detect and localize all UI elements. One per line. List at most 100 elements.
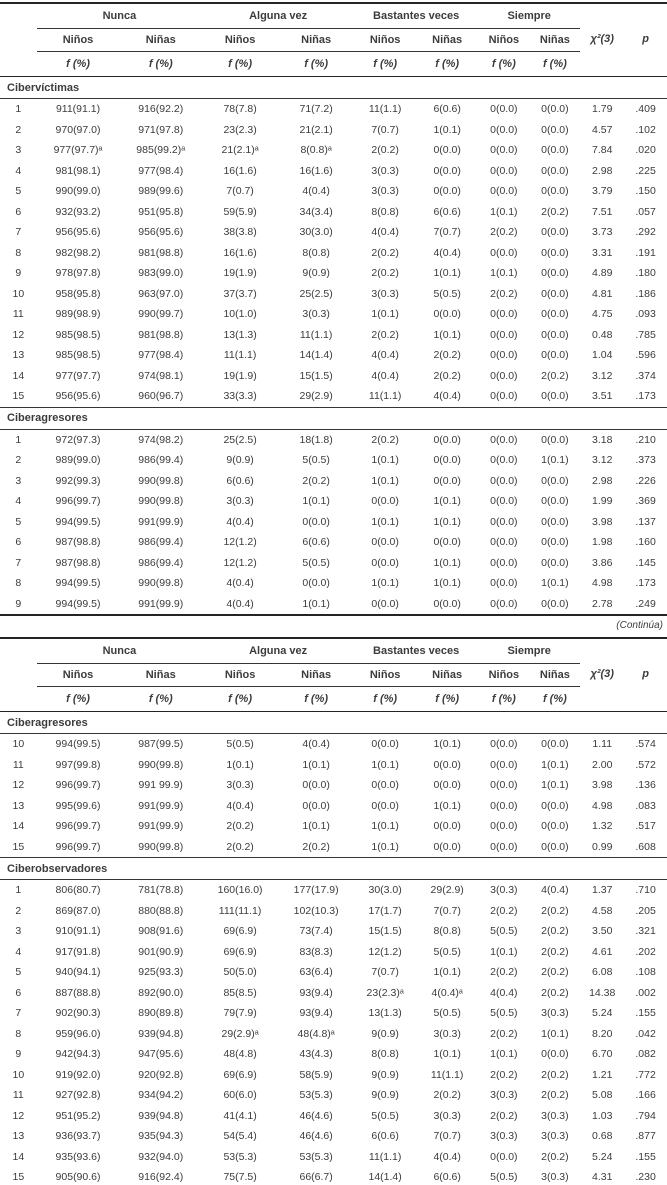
frequency-cell: 1(0.1) — [226, 758, 254, 771]
frequency-cell: 0(0.0) — [433, 185, 461, 197]
frequency-cell: 4(0.4) — [371, 369, 399, 382]
frequency-cell: 991 99.9) — [138, 779, 183, 791]
frequency-cell: 974(98.2) — [138, 433, 184, 446]
frequency-cell: 987(98.8) — [55, 556, 101, 569]
group-header-siempre: Siempre — [478, 3, 581, 29]
frequency-cell: 0(0.0) — [541, 349, 569, 361]
frequency-cell: 0(0.0) — [541, 390, 569, 402]
frequency-cell: 69(6.9) — [223, 925, 257, 937]
frequency-cell: 3(0.3) — [490, 884, 518, 896]
frequency-cell: 21(2.1) — [299, 123, 333, 136]
frequency-cell: 927(92.8) — [55, 1089, 101, 1101]
item-number-cell: 12 — [12, 328, 25, 341]
p-value-cell: .083 — [635, 799, 656, 812]
frequency-cell: 5(0.5) — [302, 454, 330, 466]
frequency-cell: 990(99.8) — [138, 495, 184, 507]
frequency-cell: 932(94.0) — [138, 1150, 184, 1163]
table-row: 2 989(99.0) 986(99.4) 9(0.9) 5(0.5) 1(0.1) 0(0… — [0, 450, 667, 471]
frequency-cell: 978(97.8) — [55, 267, 101, 279]
table-row: 8 959(96.0) 939(94.8) 29(2.9)ᵃ 48(4.8)ᵃ 9(0.9… — [0, 1024, 667, 1045]
frequency-cell: 3(0.3) — [371, 185, 399, 197]
table-row: 10 958(95.8) 963(97.0) 37(3.7) 25(2.5) 3(0.3)… — [0, 284, 667, 305]
p-value-cell: .321 — [635, 925, 656, 937]
frequency-cell: 919(92.0) — [55, 1068, 101, 1081]
table-row: 4 996(99.7) 990(99.8) 3(0.3) 1(0.1) 0(0.0) 1(0… — [0, 491, 667, 512]
frequency-cell: 985(99.2)ᵃ — [136, 144, 186, 156]
frequency-cell: 9(0.9) — [302, 267, 330, 279]
subheader-ninas: Niñas — [278, 663, 355, 687]
frequency-cell: 48(4.8)ᵃ — [297, 1027, 335, 1040]
chi-square-cell: 4.98 — [591, 577, 613, 589]
item-number-cell: 11 — [12, 308, 24, 320]
frequency-cell: 994(99.5) — [55, 577, 101, 589]
frequency-cell: 6(0.6) — [302, 536, 330, 548]
frequency-cell: 0(0.0) — [371, 495, 399, 507]
item-number-cell: 8 — [15, 246, 22, 259]
frequency-cell: 963(97.0) — [138, 287, 184, 300]
frequency-cell: 11(1.1) — [430, 1068, 464, 1081]
chi-square-cell: 1.79 — [591, 103, 613, 115]
f-percent-header: f (%) — [529, 686, 581, 712]
frequency-cell: 0(0.0) — [490, 779, 518, 791]
table-header: Nunca Alguna vez Bastantes veces Siempre… — [0, 3, 667, 77]
item-number-cell: 4 — [15, 164, 22, 177]
frequency-cell: 0(0.0) — [433, 779, 461, 791]
frequency-cell: 3(0.3) — [226, 779, 254, 791]
p-value-cell: .596 — [635, 349, 656, 361]
frequency-cell: 0(0.0) — [490, 556, 518, 569]
frequency-cell: 0(0.0) — [371, 799, 399, 812]
frequency-cell: 2(0.2) — [490, 287, 518, 300]
sex-header-row: Niños Niñas Niños Niñas Niños Niñas Niño… — [0, 663, 667, 712]
frequency-cell: 4(0.4) — [371, 226, 399, 238]
frequency-cell: 0(0.0) — [541, 536, 569, 548]
frequency-cell: 4(0.4) — [226, 515, 254, 528]
table-row: 3 910(91.1) 908(91.6) 69(6.9) 73(7.4) 15(1.5)… — [0, 921, 667, 942]
item-number-cell: 11 — [12, 1089, 24, 1101]
frequency-cell: 12(1.2) — [368, 945, 402, 958]
frequency-cell: 3(0.3) — [371, 287, 399, 300]
p-value-cell: .574 — [635, 738, 656, 750]
chi-square-cell: 1.98 — [591, 536, 613, 548]
chi-square-cell: 14.38 — [589, 986, 616, 999]
frequency-cell: 29(2.9) — [299, 390, 333, 402]
table-row: 5 994(99.5) 991(99.9) 4(0.4) 0(0.0) 1(0.1) 1(0… — [0, 512, 667, 533]
chi-square-cell: 4.75 — [591, 308, 613, 320]
frequency-cell: 0(0.0) — [302, 515, 330, 528]
frequency-cell: 1(0.1) — [371, 515, 399, 528]
blank-cell — [624, 638, 667, 664]
section-header-ciberobservadores: Ciberobservadores — [0, 857, 667, 880]
frequency-cell: 892(90.0) — [138, 986, 184, 999]
subheader-ninos: Niños — [202, 28, 279, 52]
frequency-cell: 25(2.5) — [299, 287, 333, 300]
frequency-cell: 977(97.7)ᵃ — [53, 144, 103, 156]
frequency-cell: 1(0.1) — [490, 205, 518, 218]
frequency-cell: 1(0.1) — [490, 267, 518, 279]
chi-square-cell: 8.20 — [591, 1027, 613, 1040]
frequency-cell: 4(0.4) — [433, 246, 461, 259]
section-label-row: Ciberagresores — [0, 406, 667, 430]
frequency-cell: 5(0.5) — [226, 738, 254, 750]
frequency-cell: 0(0.0) — [371, 597, 399, 610]
frequency-cell: 0(0.0) — [490, 597, 518, 610]
p-value-cell: .057 — [635, 205, 656, 218]
frequency-cell: 960(96.7) — [138, 390, 184, 402]
section-header-ciberagresores-cont: Ciberagresores — [0, 711, 667, 734]
frequency-cell: 977(97.7) — [55, 369, 101, 382]
frequency-cell: 17(1.7) — [368, 904, 402, 917]
frequency-cell: 34(3.4) — [299, 205, 333, 218]
item-number-cell: 3 — [15, 925, 22, 937]
frequency-cell: 3(0.3) — [302, 308, 330, 320]
frequency-cell: 11(1.1) — [368, 1150, 402, 1163]
frequency-cell: 1(0.1) — [371, 474, 399, 487]
item-number-cell: 15 — [12, 390, 25, 402]
item-number-cell: 5 — [15, 185, 22, 197]
chi-square-cell: 6.70 — [591, 1048, 613, 1060]
p-value-header: p — [624, 663, 667, 712]
group-header-alguna-vez: Alguna vez — [202, 3, 355, 29]
frequency-cell: 917(91.8) — [55, 945, 101, 958]
frequency-cell: 21(2.1)ᵃ — [221, 144, 259, 156]
frequency-cell: 901(90.9) — [138, 945, 184, 958]
frequency-cell: 0(0.0) — [541, 103, 569, 115]
frequency-cell: 925(93.3) — [138, 966, 184, 978]
subheader-ninas: Niñas — [416, 28, 479, 52]
